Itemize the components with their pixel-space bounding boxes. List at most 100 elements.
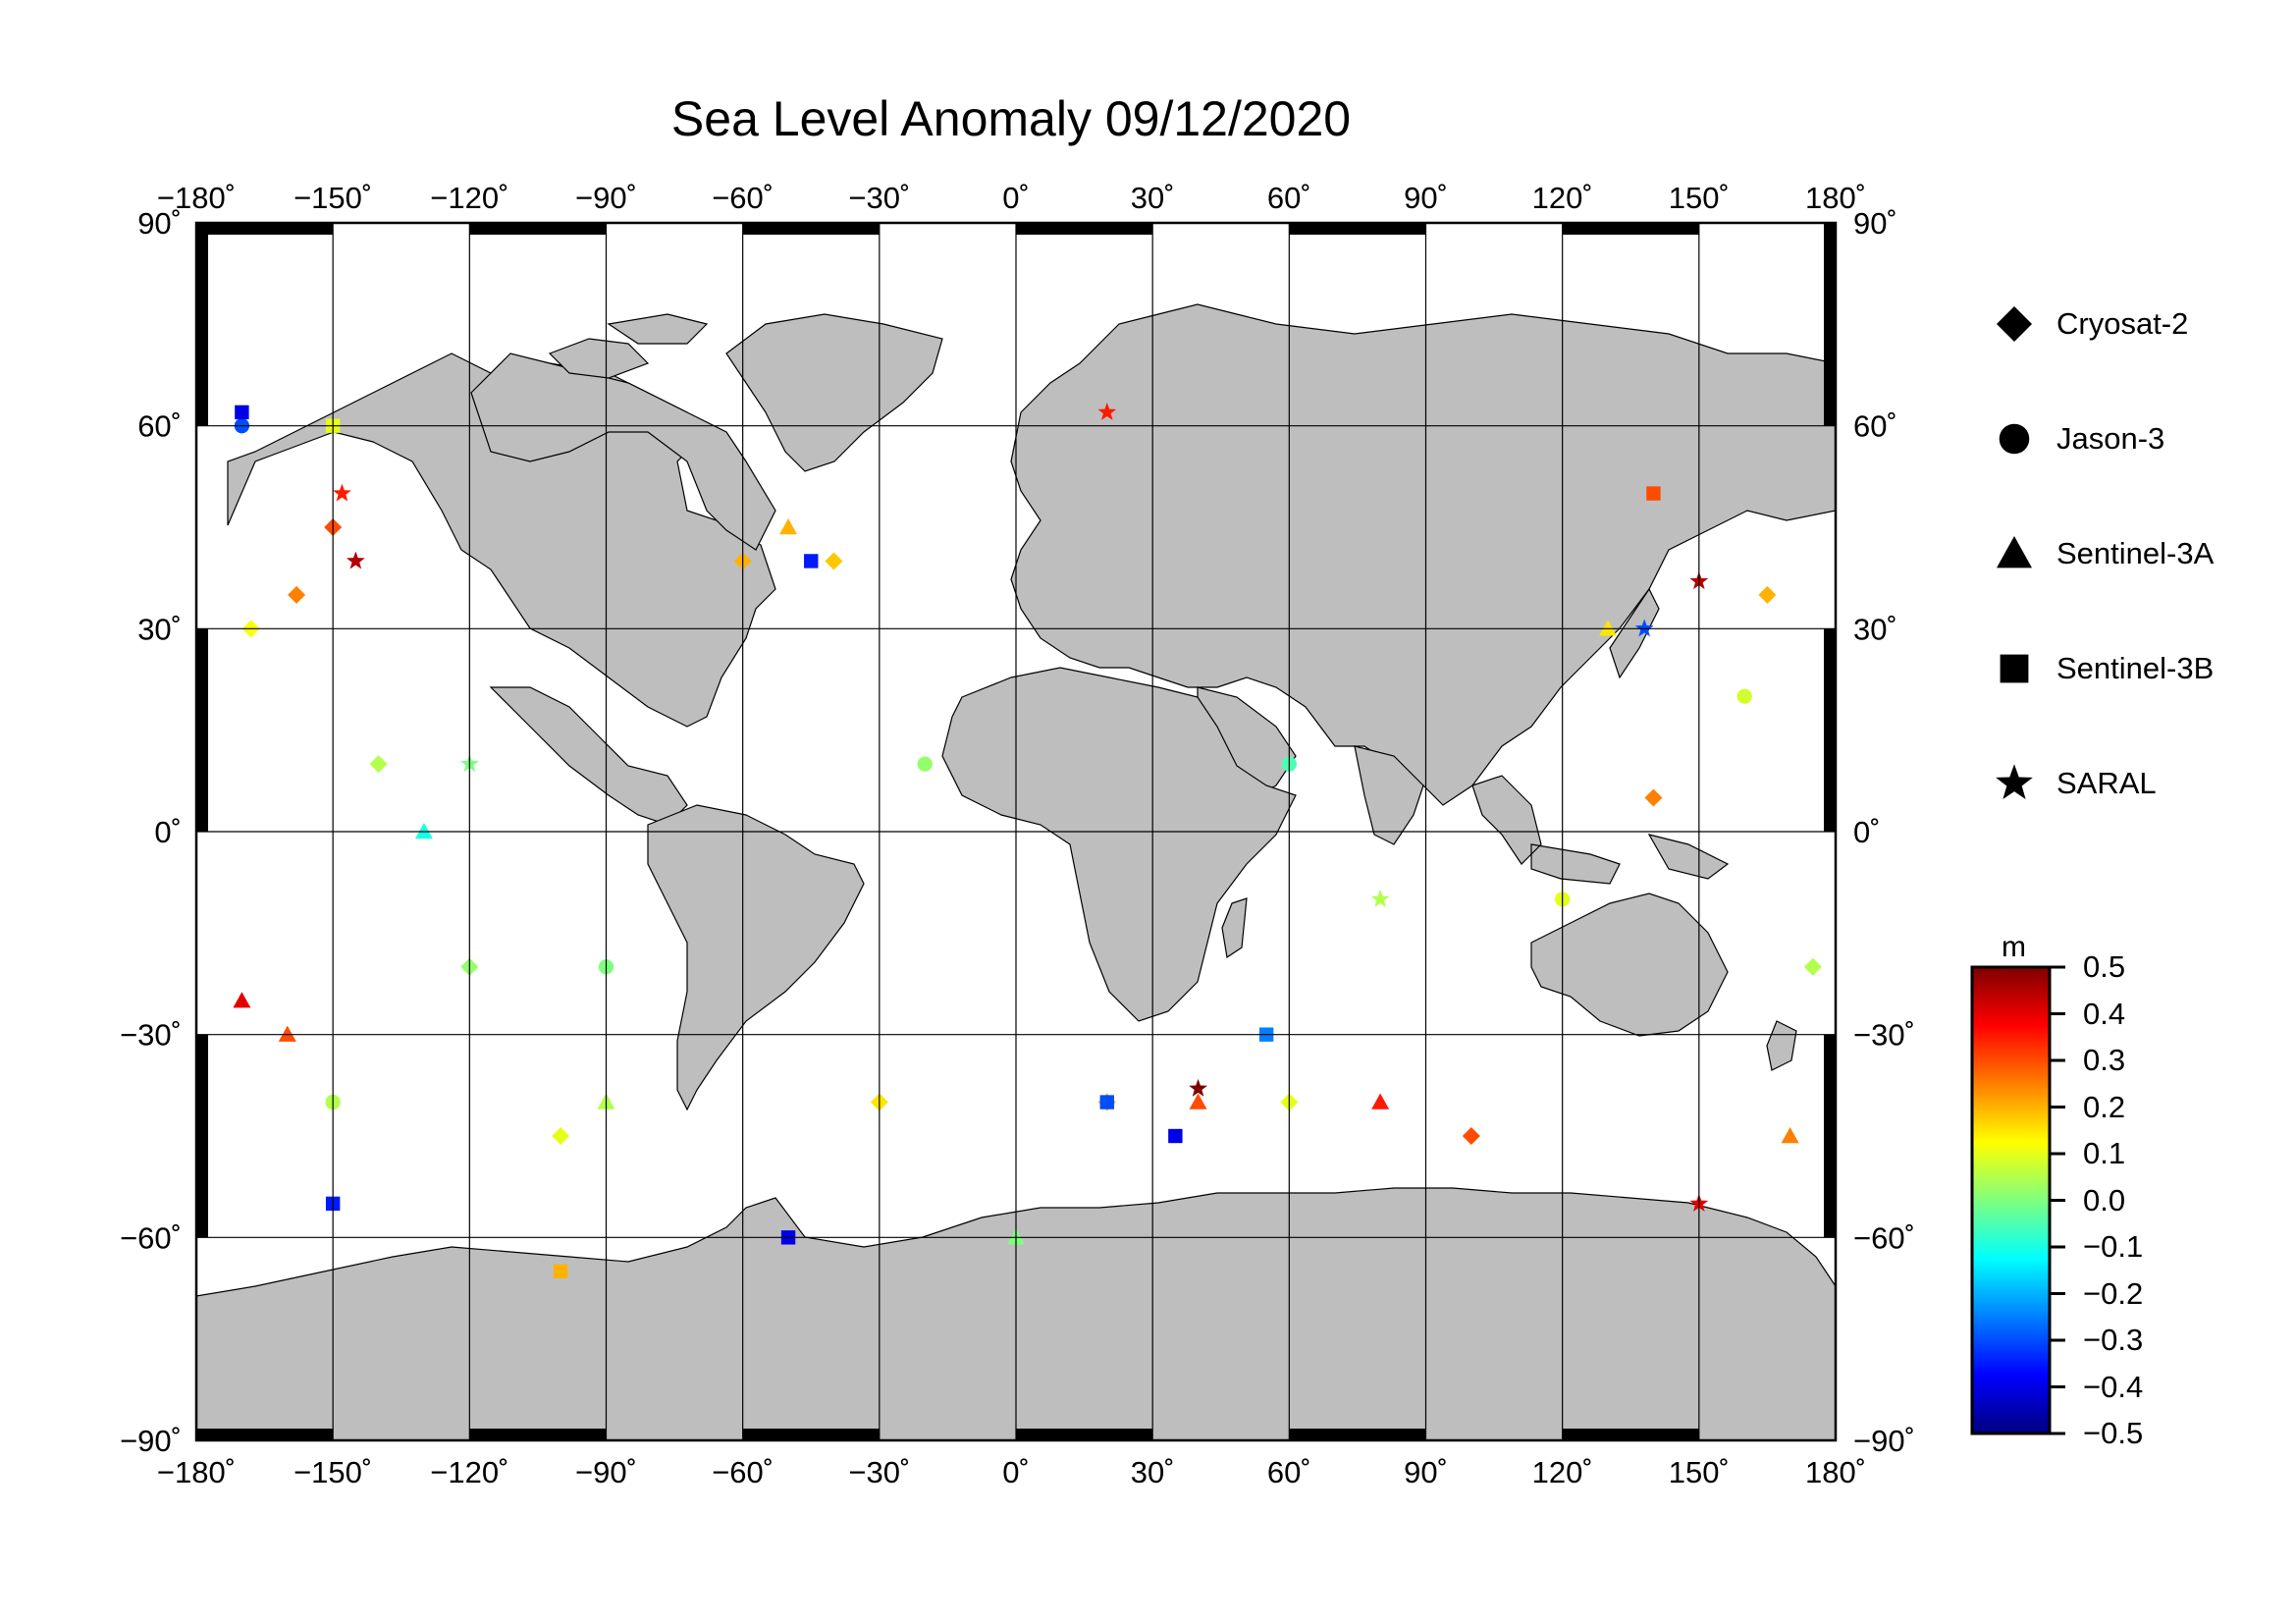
lat-ticks-right: 90˚ 60˚ 30˚ 0˚ −30˚ −60˚ −90˚ — [1853, 206, 1915, 1458]
lon-tick-label: 180˚ — [1805, 181, 1866, 215]
lon-tick-label: −120˚ — [430, 1455, 508, 1489]
legend-label: Cryosat-2 — [2056, 306, 2189, 341]
lon-tick-label: 0˚ — [1002, 1455, 1030, 1489]
australia-land — [1530, 893, 1729, 1037]
data-point — [1371, 1093, 1390, 1109]
lat-tick-label: 60˚ — [137, 409, 182, 444]
legend-label: Jason-3 — [2056, 421, 2165, 456]
lon-tick-label: 180˚ — [1805, 1455, 1866, 1489]
frame-bar-top — [469, 222, 607, 235]
lon-tick-label: −30˚ — [848, 1455, 910, 1489]
data-point — [1599, 620, 1618, 636]
frame-bar-bottom — [1016, 1429, 1153, 1441]
data-point — [235, 405, 249, 420]
eurasia-land — [1010, 303, 1836, 806]
data-point — [553, 1264, 568, 1278]
lon-tick-label: −150˚ — [294, 181, 372, 215]
colorbar-ticks — [2050, 965, 2065, 1435]
colorbar-label: 0.0 — [2083, 1182, 2126, 1217]
lat-tick-label: 60˚ — [1853, 409, 1897, 444]
data-point — [1644, 788, 1663, 807]
lon-tick-label: −60˚ — [712, 1455, 774, 1489]
africa-land — [941, 667, 1297, 1022]
lon-tick-label: 60˚ — [1267, 1455, 1311, 1489]
lon-tick-label: −90˚ — [575, 181, 637, 215]
lat-tick-label: 30˚ — [137, 612, 182, 646]
lon-tick-label: 90˚ — [1404, 181, 1448, 215]
colorbar-label: 0.1 — [2083, 1136, 2126, 1170]
frame-bar-left — [195, 628, 208, 832]
legend-diamond-icon — [1997, 306, 2032, 342]
data-point — [1646, 486, 1661, 501]
legend-circle-icon — [1999, 423, 2030, 455]
south-america-land — [647, 804, 865, 1111]
frame-bar-top — [1562, 222, 1699, 235]
frame-bar-left — [195, 223, 208, 426]
lat-tick-label: 0˚ — [1853, 815, 1881, 849]
lon-tick-label: 90˚ — [1404, 1455, 1448, 1489]
colorbar-label: −0.5 — [2083, 1416, 2144, 1450]
lon-tick-label: −90˚ — [575, 1455, 637, 1489]
data-point — [1803, 957, 1822, 976]
frame-bar-right — [1824, 1034, 1837, 1238]
frame-bar-top — [196, 222, 334, 235]
legend-symbols — [1996, 306, 2033, 800]
north-america-central — [489, 686, 688, 826]
map-title: Sea Level Anomaly 09/12/2020 — [670, 91, 1352, 146]
data-point — [233, 992, 251, 1008]
madagascar-land — [1221, 897, 1248, 959]
colorbar-label: 0.3 — [2083, 1043, 2126, 1077]
frame-bar-left — [195, 1034, 208, 1238]
lat-ticks-left: 90˚ 60˚ 30˚ 0˚ −30˚ −60˚ −90˚ — [120, 206, 182, 1458]
lat-tick-label: −60˚ — [120, 1220, 182, 1255]
frame-bar-bottom — [1289, 1429, 1426, 1441]
lon-tick-label: 30˚ — [1131, 181, 1175, 215]
data-point — [552, 1127, 570, 1145]
lon-tick-label: 60˚ — [1267, 181, 1311, 215]
lat-tick-label: −60˚ — [1853, 1220, 1915, 1255]
lon-tick-label: 120˚ — [1532, 1455, 1593, 1489]
data-point — [1189, 1078, 1207, 1097]
frame-bar-bottom — [469, 1429, 607, 1441]
lat-tick-label: 30˚ — [1853, 612, 1897, 646]
data-point — [1189, 1093, 1207, 1109]
data-point — [1168, 1128, 1183, 1144]
greenland-land — [725, 313, 943, 472]
legend-square-icon — [2000, 654, 2029, 683]
legend-star-icon — [1996, 764, 2033, 800]
map-frame-scale — [195, 222, 1837, 1441]
india-land — [1354, 745, 1424, 845]
colorbar-label: −0.1 — [2083, 1229, 2144, 1264]
colorbar-label: −0.2 — [2083, 1275, 2144, 1311]
lat-tick-label: −30˚ — [120, 1018, 182, 1053]
colorbar-label: 0.2 — [2083, 1089, 2126, 1124]
data-point — [1736, 688, 1752, 704]
colorbar-label: 0.4 — [2083, 996, 2126, 1031]
data-point — [1462, 1127, 1480, 1145]
lon-tick-label: −180˚ — [157, 181, 236, 215]
frame-bar-top — [1016, 222, 1153, 235]
data-point — [1758, 585, 1777, 604]
data-point — [1781, 1127, 1799, 1144]
lon-tick-label: 30˚ — [1131, 1455, 1175, 1489]
frame-bar-bottom — [742, 1429, 880, 1441]
lon-tick-label: −60˚ — [712, 181, 774, 215]
data-point — [1370, 889, 1390, 907]
lat-tick-label: −90˚ — [1853, 1424, 1915, 1458]
lon-ticks-bottom: −180˚ −150˚ −120˚ −90˚ −60˚ −30˚ 0˚ 30˚ 60˚ 90˚ 12… — [157, 1455, 1866, 1489]
lat-tick-label: 90˚ — [137, 206, 182, 241]
lon-tick-label: 0˚ — [1002, 181, 1030, 215]
lon-tick-label: 120˚ — [1532, 181, 1593, 215]
lon-tick-label: 150˚ — [1669, 181, 1730, 215]
data-point — [804, 554, 819, 568]
frame-bar-bottom — [1562, 1429, 1699, 1441]
colorbar-unit: m — [2002, 931, 2026, 963]
arctic-islands — [548, 313, 709, 379]
colorbar-label: −0.3 — [2083, 1323, 2144, 1357]
lat-tick-label: 90˚ — [1853, 206, 1897, 241]
data-point — [825, 552, 843, 570]
legend-triangle-icon — [1997, 536, 2032, 568]
lon-tick-label: 150˚ — [1669, 1455, 1730, 1489]
frame-bar-top — [742, 222, 880, 235]
